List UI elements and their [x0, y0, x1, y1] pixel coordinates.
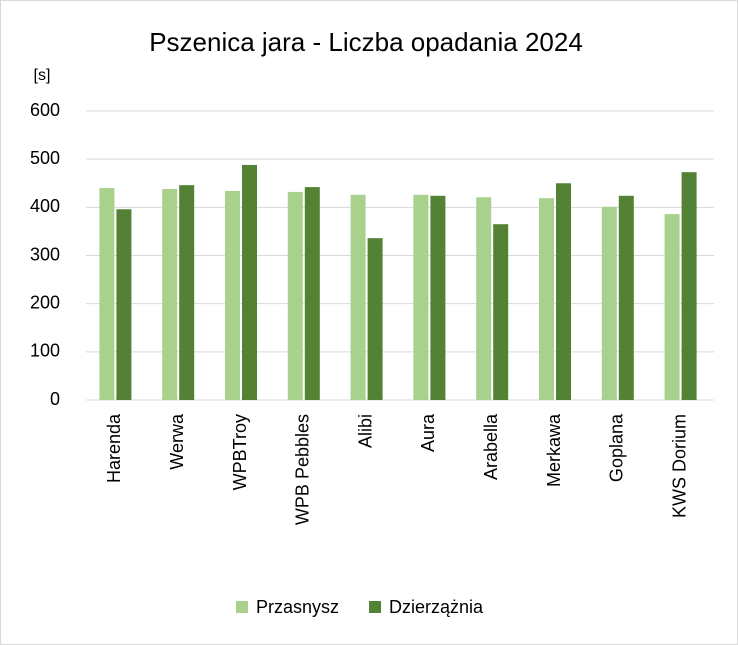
y-tick-label: 300	[30, 244, 60, 264]
y-tick-label: 600	[30, 100, 60, 120]
bar	[287, 191, 303, 400]
bar	[116, 209, 132, 400]
y-tick-label: 200	[30, 292, 60, 312]
bar	[539, 198, 554, 400]
bar	[242, 164, 257, 400]
y-axis-label: [s]	[34, 67, 51, 84]
x-tick-label: KWS Dorium	[669, 414, 689, 518]
bar	[664, 214, 680, 400]
y-tick-label: 500	[30, 148, 60, 168]
bar	[618, 195, 634, 400]
bar	[601, 206, 617, 400]
x-tick-label: Alibi	[355, 414, 375, 448]
legend-swatch	[236, 601, 248, 613]
x-tick-label: Merkawa	[544, 413, 564, 487]
legend-swatch	[369, 601, 382, 613]
bar	[350, 194, 366, 400]
bar	[556, 183, 571, 400]
bar	[430, 195, 446, 400]
bar	[179, 185, 195, 400]
bar	[225, 190, 240, 400]
y-tick-label: 400	[30, 196, 60, 216]
y-tick-label: 0	[50, 389, 60, 409]
bar	[304, 187, 320, 400]
x-tick-label: Goplana	[607, 413, 627, 482]
x-tick-label: WPBTroy	[230, 414, 250, 490]
legend-label: Dzierzążnia	[389, 597, 484, 617]
y-tick-label: 100	[30, 341, 60, 361]
bar	[413, 194, 429, 400]
legend-label: Przasnysz	[256, 597, 339, 617]
x-tick-label: Aura	[418, 413, 438, 452]
x-tick-label: WPB Pebbles	[293, 414, 313, 525]
bar	[681, 172, 697, 400]
bar	[476, 197, 492, 400]
bar	[162, 189, 178, 400]
x-tick-label: Harenda	[104, 413, 124, 483]
x-tick-label: Werwa	[167, 413, 187, 470]
x-tick-label: Arabella	[481, 413, 501, 480]
chart-title: Pszenica jara - Liczba opadania 2024	[149, 27, 583, 57]
bar	[367, 238, 383, 400]
bar	[493, 224, 509, 400]
bar	[99, 188, 115, 400]
